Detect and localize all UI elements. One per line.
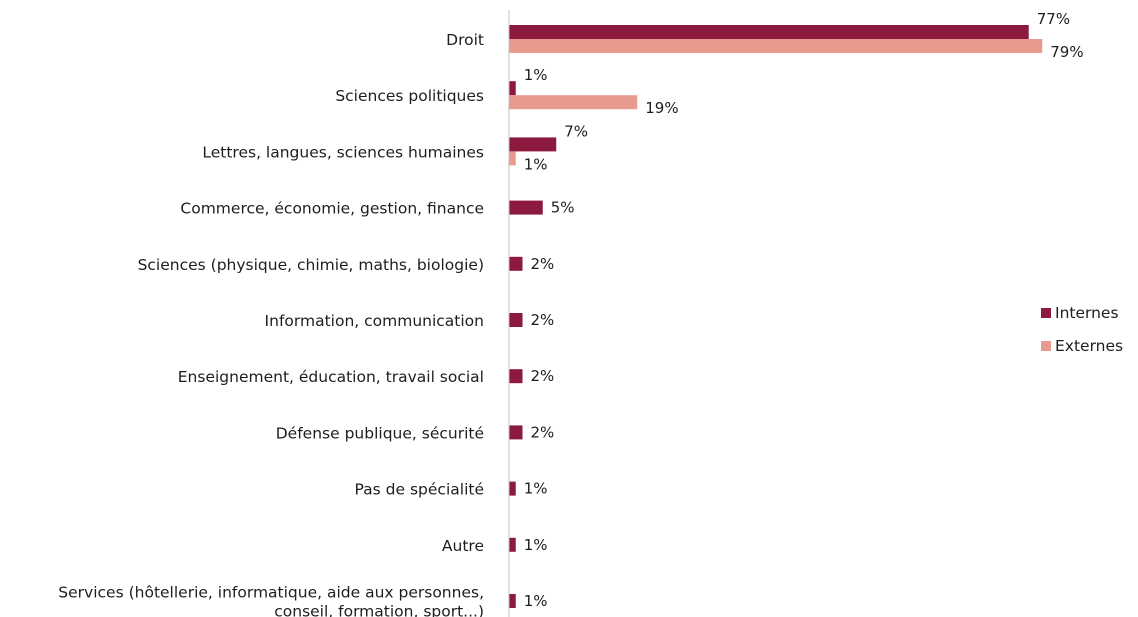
bar-internes <box>509 313 523 327</box>
value-label-internes: 2% <box>531 311 555 329</box>
value-label-internes: 7% <box>564 122 588 140</box>
category-label: Pas de spécialité <box>355 481 484 499</box>
category-label: Sciences politiques <box>335 87 484 105</box>
category-label: Droit <box>446 31 484 49</box>
value-label-internes: 2% <box>531 255 555 273</box>
bar-externes <box>509 39 1043 53</box>
bar-internes <box>509 200 543 215</box>
value-label-internes: 5% <box>551 199 575 217</box>
category-label: Autre <box>442 537 484 555</box>
value-label-internes: 1% <box>524 480 548 498</box>
bar-internes <box>509 537 516 552</box>
bar-externes <box>509 151 516 166</box>
category-labels: Droit Sciences politiques Lettres, langues… <box>58 31 484 617</box>
value-label-internes: 77% <box>1037 10 1070 28</box>
value-labels: 77% 79% 1% 19% 7% 1% 5% 2% 2% 2% 2% 1% 1% 1% <box>524 10 1084 610</box>
legend-label-externes: Externes <box>1055 337 1123 355</box>
bars <box>509 25 1043 608</box>
legend-swatch-externes <box>1041 341 1051 351</box>
value-label-externes: 1% <box>524 155 548 173</box>
bar-internes <box>509 137 557 152</box>
category-label: Enseignement, éducation, travail social <box>178 368 484 386</box>
value-label-internes: 1% <box>524 536 548 554</box>
legend-label-internes: Internes <box>1055 304 1119 322</box>
value-label-internes: 1% <box>524 592 548 610</box>
value-label-externes: 19% <box>645 99 678 117</box>
category-label: Information, communication <box>265 312 484 330</box>
bar-externes <box>509 95 638 110</box>
category-label: Défense publique, sécurité <box>276 424 484 442</box>
bar-internes <box>509 25 1029 39</box>
bar-internes <box>509 481 516 496</box>
bar-internes <box>509 256 523 271</box>
value-label-internes: 2% <box>531 423 555 441</box>
bar-internes <box>509 594 516 608</box>
bar-internes <box>509 369 523 384</box>
bar-internes <box>509 81 516 96</box>
value-label-externes: 79% <box>1050 43 1083 61</box>
bar-internes <box>509 425 523 440</box>
legend: Internes Externes <box>1041 304 1123 355</box>
legend-swatch-internes <box>1041 308 1051 318</box>
value-label-internes: 2% <box>531 367 555 385</box>
value-label-internes: 1% <box>524 66 548 84</box>
category-label: Lettres, langues, sciences humaines <box>202 143 484 161</box>
category-label: Services (hôtellerie, informatique, aide… <box>58 584 484 602</box>
category-label: Sciences (physique, chimie, maths, biolo… <box>138 256 484 274</box>
category-label: Commerce, économie, gestion, finance <box>180 200 484 218</box>
category-label: conseil, formation, sport...) <box>274 603 484 617</box>
